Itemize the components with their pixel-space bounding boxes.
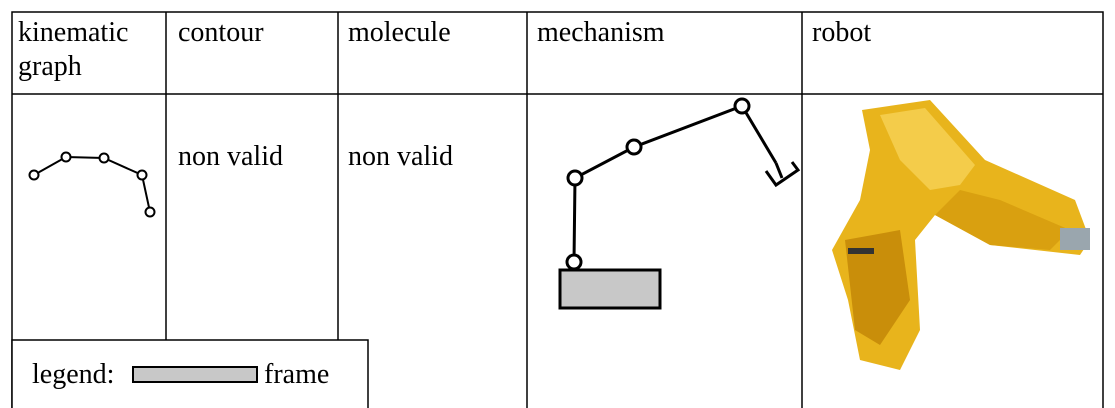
table-border xyxy=(11,11,1104,408)
legend-swatch xyxy=(132,366,258,383)
header-cell: molecule xyxy=(348,17,451,48)
joint xyxy=(566,169,584,187)
legend-item: frame xyxy=(264,359,330,390)
graph-node xyxy=(136,169,148,181)
header-cell: robot xyxy=(812,17,872,48)
header-cell: contour xyxy=(178,17,264,48)
header-cell: kinematic graph xyxy=(18,17,129,82)
graph-node xyxy=(144,206,156,218)
frame xyxy=(558,268,662,310)
joint xyxy=(565,253,583,271)
header-cell: mechanism xyxy=(537,17,665,48)
body-cell: non valid xyxy=(178,141,283,172)
kinematic-graph xyxy=(28,151,156,218)
graph-edges xyxy=(33,155,151,213)
legend-label: legend: xyxy=(32,359,115,390)
legend-box xyxy=(11,339,369,408)
graph-node xyxy=(98,152,110,164)
body-cell: non valid xyxy=(348,141,453,172)
gripper-arm xyxy=(774,162,784,179)
table-grid xyxy=(11,11,1104,408)
joint xyxy=(625,138,643,156)
mechanism xyxy=(558,97,801,310)
joint xyxy=(733,97,751,115)
links xyxy=(572,104,778,263)
gripper xyxy=(764,161,801,188)
graph-node xyxy=(60,151,72,163)
graph-node xyxy=(28,169,40,181)
robot-image xyxy=(832,100,1090,370)
